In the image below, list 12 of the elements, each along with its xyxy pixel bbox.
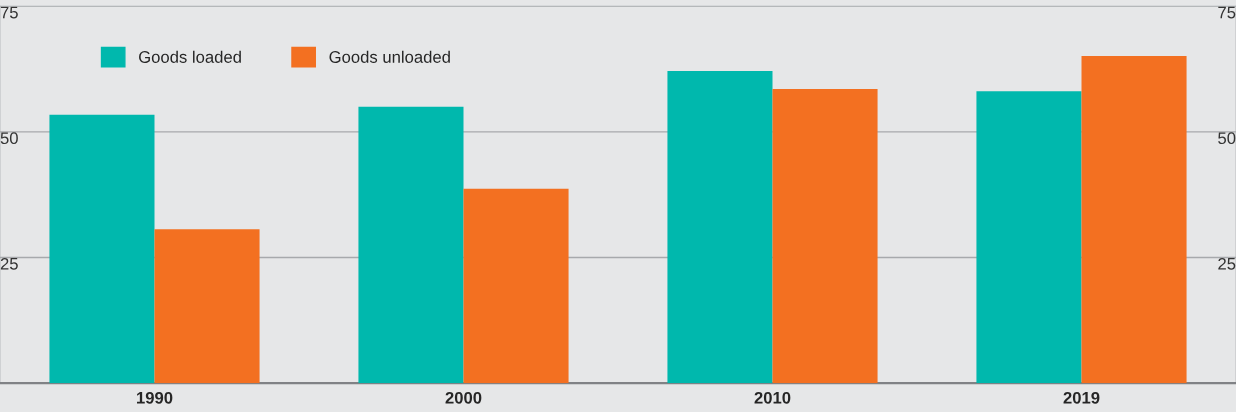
x-tick-label: 2010 (754, 391, 791, 404)
y-tick-label: 50 (0, 132, 18, 145)
x-tick-label: 1990 (137, 391, 173, 404)
x-tick-label: 2000 (445, 391, 482, 404)
y2-tick-label: 75 (1218, 6, 1236, 19)
legend-label: Goods loaded (139, 50, 241, 63)
y-tick-label: 75 (0, 6, 18, 19)
y2-tick-label: 25 (1218, 257, 1236, 270)
y-tick-label: 25 (0, 257, 18, 270)
y2-tick-label: 50 (1218, 132, 1236, 145)
x-tick-label: 2019 (1063, 391, 1100, 404)
legend-label: Goods unloaded (329, 50, 450, 63)
